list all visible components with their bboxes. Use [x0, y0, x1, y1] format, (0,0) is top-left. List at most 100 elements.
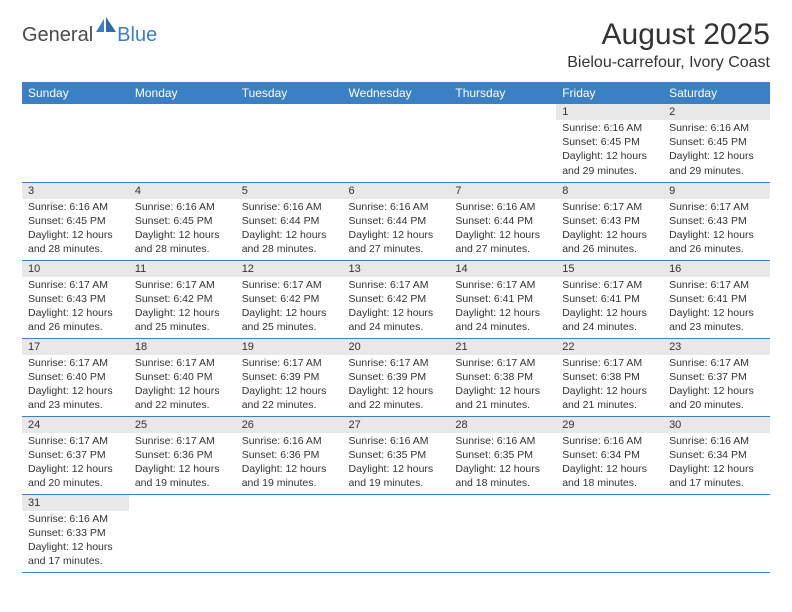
calendar-row: 1Sunrise: 6:16 AMSunset: 6:45 PMDaylight…	[22, 104, 770, 182]
calendar-cell	[663, 494, 770, 572]
day-number-empty	[556, 495, 663, 511]
day-number: 3	[22, 183, 129, 199]
calendar-row: 17Sunrise: 6:17 AMSunset: 6:40 PMDayligh…	[22, 338, 770, 416]
day-number: 10	[22, 261, 129, 277]
day-content: Sunrise: 6:17 AMSunset: 6:37 PMDaylight:…	[663, 355, 770, 415]
calendar-cell: 21Sunrise: 6:17 AMSunset: 6:38 PMDayligh…	[449, 338, 556, 416]
day-number: 9	[663, 183, 770, 199]
calendar-cell	[129, 494, 236, 572]
calendar-cell	[343, 104, 450, 182]
calendar-cell: 7Sunrise: 6:16 AMSunset: 6:44 PMDaylight…	[449, 182, 556, 260]
day-number: 12	[236, 261, 343, 277]
calendar-cell: 27Sunrise: 6:16 AMSunset: 6:35 PMDayligh…	[343, 416, 450, 494]
calendar-row: 3Sunrise: 6:16 AMSunset: 6:45 PMDaylight…	[22, 182, 770, 260]
day-content: Sunrise: 6:17 AMSunset: 6:42 PMDaylight:…	[236, 277, 343, 337]
day-number: 17	[22, 339, 129, 355]
day-header: Wednesday	[343, 82, 450, 104]
calendar-cell: 1Sunrise: 6:16 AMSunset: 6:45 PMDaylight…	[556, 104, 663, 182]
day-content: Sunrise: 6:17 AMSunset: 6:40 PMDaylight:…	[22, 355, 129, 415]
day-header: Thursday	[449, 82, 556, 104]
calendar-cell: 12Sunrise: 6:17 AMSunset: 6:42 PMDayligh…	[236, 260, 343, 338]
day-number-empty	[449, 495, 556, 511]
calendar-cell: 10Sunrise: 6:17 AMSunset: 6:43 PMDayligh…	[22, 260, 129, 338]
calendar-cell: 2Sunrise: 6:16 AMSunset: 6:45 PMDaylight…	[663, 104, 770, 182]
day-number: 1	[556, 104, 663, 120]
day-number: 19	[236, 339, 343, 355]
calendar-cell: 13Sunrise: 6:17 AMSunset: 6:42 PMDayligh…	[343, 260, 450, 338]
calendar-cell	[556, 494, 663, 572]
day-number-empty	[663, 495, 770, 511]
day-content: Sunrise: 6:16 AMSunset: 6:45 PMDaylight:…	[556, 120, 663, 180]
calendar-body: 1Sunrise: 6:16 AMSunset: 6:45 PMDaylight…	[22, 104, 770, 572]
calendar-cell: 4Sunrise: 6:16 AMSunset: 6:45 PMDaylight…	[129, 182, 236, 260]
day-header: Sunday	[22, 82, 129, 104]
day-content: Sunrise: 6:17 AMSunset: 6:36 PMDaylight:…	[129, 433, 236, 493]
calendar-cell	[449, 104, 556, 182]
day-number: 26	[236, 417, 343, 433]
calendar-cell: 24Sunrise: 6:17 AMSunset: 6:37 PMDayligh…	[22, 416, 129, 494]
day-number-empty	[343, 104, 450, 120]
calendar-cell: 16Sunrise: 6:17 AMSunset: 6:41 PMDayligh…	[663, 260, 770, 338]
day-number: 11	[129, 261, 236, 277]
day-number: 21	[449, 339, 556, 355]
day-number-empty	[129, 495, 236, 511]
calendar-cell: 22Sunrise: 6:17 AMSunset: 6:38 PMDayligh…	[556, 338, 663, 416]
day-number-empty	[22, 104, 129, 120]
day-number: 8	[556, 183, 663, 199]
calendar-cell: 6Sunrise: 6:16 AMSunset: 6:44 PMDaylight…	[343, 182, 450, 260]
day-content: Sunrise: 6:17 AMSunset: 6:41 PMDaylight:…	[556, 277, 663, 337]
calendar-cell: 25Sunrise: 6:17 AMSunset: 6:36 PMDayligh…	[129, 416, 236, 494]
calendar-cell: 3Sunrise: 6:16 AMSunset: 6:45 PMDaylight…	[22, 182, 129, 260]
calendar-cell: 9Sunrise: 6:17 AMSunset: 6:43 PMDaylight…	[663, 182, 770, 260]
day-header: Tuesday	[236, 82, 343, 104]
day-header: Friday	[556, 82, 663, 104]
calendar-cell: 8Sunrise: 6:17 AMSunset: 6:43 PMDaylight…	[556, 182, 663, 260]
day-number: 22	[556, 339, 663, 355]
day-content: Sunrise: 6:16 AMSunset: 6:33 PMDaylight:…	[22, 511, 129, 571]
day-number: 13	[343, 261, 450, 277]
calendar-cell: 23Sunrise: 6:17 AMSunset: 6:37 PMDayligh…	[663, 338, 770, 416]
day-number: 28	[449, 417, 556, 433]
day-content: Sunrise: 6:17 AMSunset: 6:42 PMDaylight:…	[343, 277, 450, 337]
calendar-cell: 20Sunrise: 6:17 AMSunset: 6:39 PMDayligh…	[343, 338, 450, 416]
day-number: 15	[556, 261, 663, 277]
day-content: Sunrise: 6:16 AMSunset: 6:44 PMDaylight:…	[343, 199, 450, 259]
calendar-cell: 15Sunrise: 6:17 AMSunset: 6:41 PMDayligh…	[556, 260, 663, 338]
calendar-cell: 19Sunrise: 6:17 AMSunset: 6:39 PMDayligh…	[236, 338, 343, 416]
day-content: Sunrise: 6:17 AMSunset: 6:41 PMDaylight:…	[449, 277, 556, 337]
calendar-cell: 26Sunrise: 6:16 AMSunset: 6:36 PMDayligh…	[236, 416, 343, 494]
day-number: 5	[236, 183, 343, 199]
calendar-cell	[129, 104, 236, 182]
title-block: August 2025 Bielou-carrefour, Ivory Coas…	[567, 18, 770, 72]
day-content: Sunrise: 6:16 AMSunset: 6:34 PMDaylight:…	[663, 433, 770, 493]
calendar-row: 31Sunrise: 6:16 AMSunset: 6:33 PMDayligh…	[22, 494, 770, 572]
day-number: 18	[129, 339, 236, 355]
calendar-page: General Blue August 2025 Bielou-carrefou…	[0, 0, 792, 573]
day-content: Sunrise: 6:17 AMSunset: 6:39 PMDaylight:…	[343, 355, 450, 415]
day-content: Sunrise: 6:16 AMSunset: 6:36 PMDaylight:…	[236, 433, 343, 493]
day-content: Sunrise: 6:17 AMSunset: 6:38 PMDaylight:…	[556, 355, 663, 415]
calendar-cell: 30Sunrise: 6:16 AMSunset: 6:34 PMDayligh…	[663, 416, 770, 494]
day-number: 16	[663, 261, 770, 277]
day-number: 30	[663, 417, 770, 433]
day-content: Sunrise: 6:17 AMSunset: 6:40 PMDaylight:…	[129, 355, 236, 415]
calendar-cell: 17Sunrise: 6:17 AMSunset: 6:40 PMDayligh…	[22, 338, 129, 416]
day-content: Sunrise: 6:16 AMSunset: 6:45 PMDaylight:…	[22, 199, 129, 259]
day-number-empty	[236, 495, 343, 511]
day-content: Sunrise: 6:17 AMSunset: 6:39 PMDaylight:…	[236, 355, 343, 415]
day-number: 6	[343, 183, 450, 199]
day-number: 27	[343, 417, 450, 433]
month-title: August 2025	[567, 18, 770, 52]
day-content: Sunrise: 6:17 AMSunset: 6:37 PMDaylight:…	[22, 433, 129, 493]
calendar-cell: 31Sunrise: 6:16 AMSunset: 6:33 PMDayligh…	[22, 494, 129, 572]
calendar-cell	[236, 494, 343, 572]
day-number-empty	[449, 104, 556, 120]
logo: General Blue	[22, 24, 157, 47]
day-content: Sunrise: 6:16 AMSunset: 6:45 PMDaylight:…	[129, 199, 236, 259]
calendar-cell: 14Sunrise: 6:17 AMSunset: 6:41 PMDayligh…	[449, 260, 556, 338]
calendar-cell	[343, 494, 450, 572]
day-content: Sunrise: 6:16 AMSunset: 6:44 PMDaylight:…	[236, 199, 343, 259]
day-number: 14	[449, 261, 556, 277]
day-content: Sunrise: 6:16 AMSunset: 6:45 PMDaylight:…	[663, 120, 770, 180]
day-content: Sunrise: 6:17 AMSunset: 6:42 PMDaylight:…	[129, 277, 236, 337]
